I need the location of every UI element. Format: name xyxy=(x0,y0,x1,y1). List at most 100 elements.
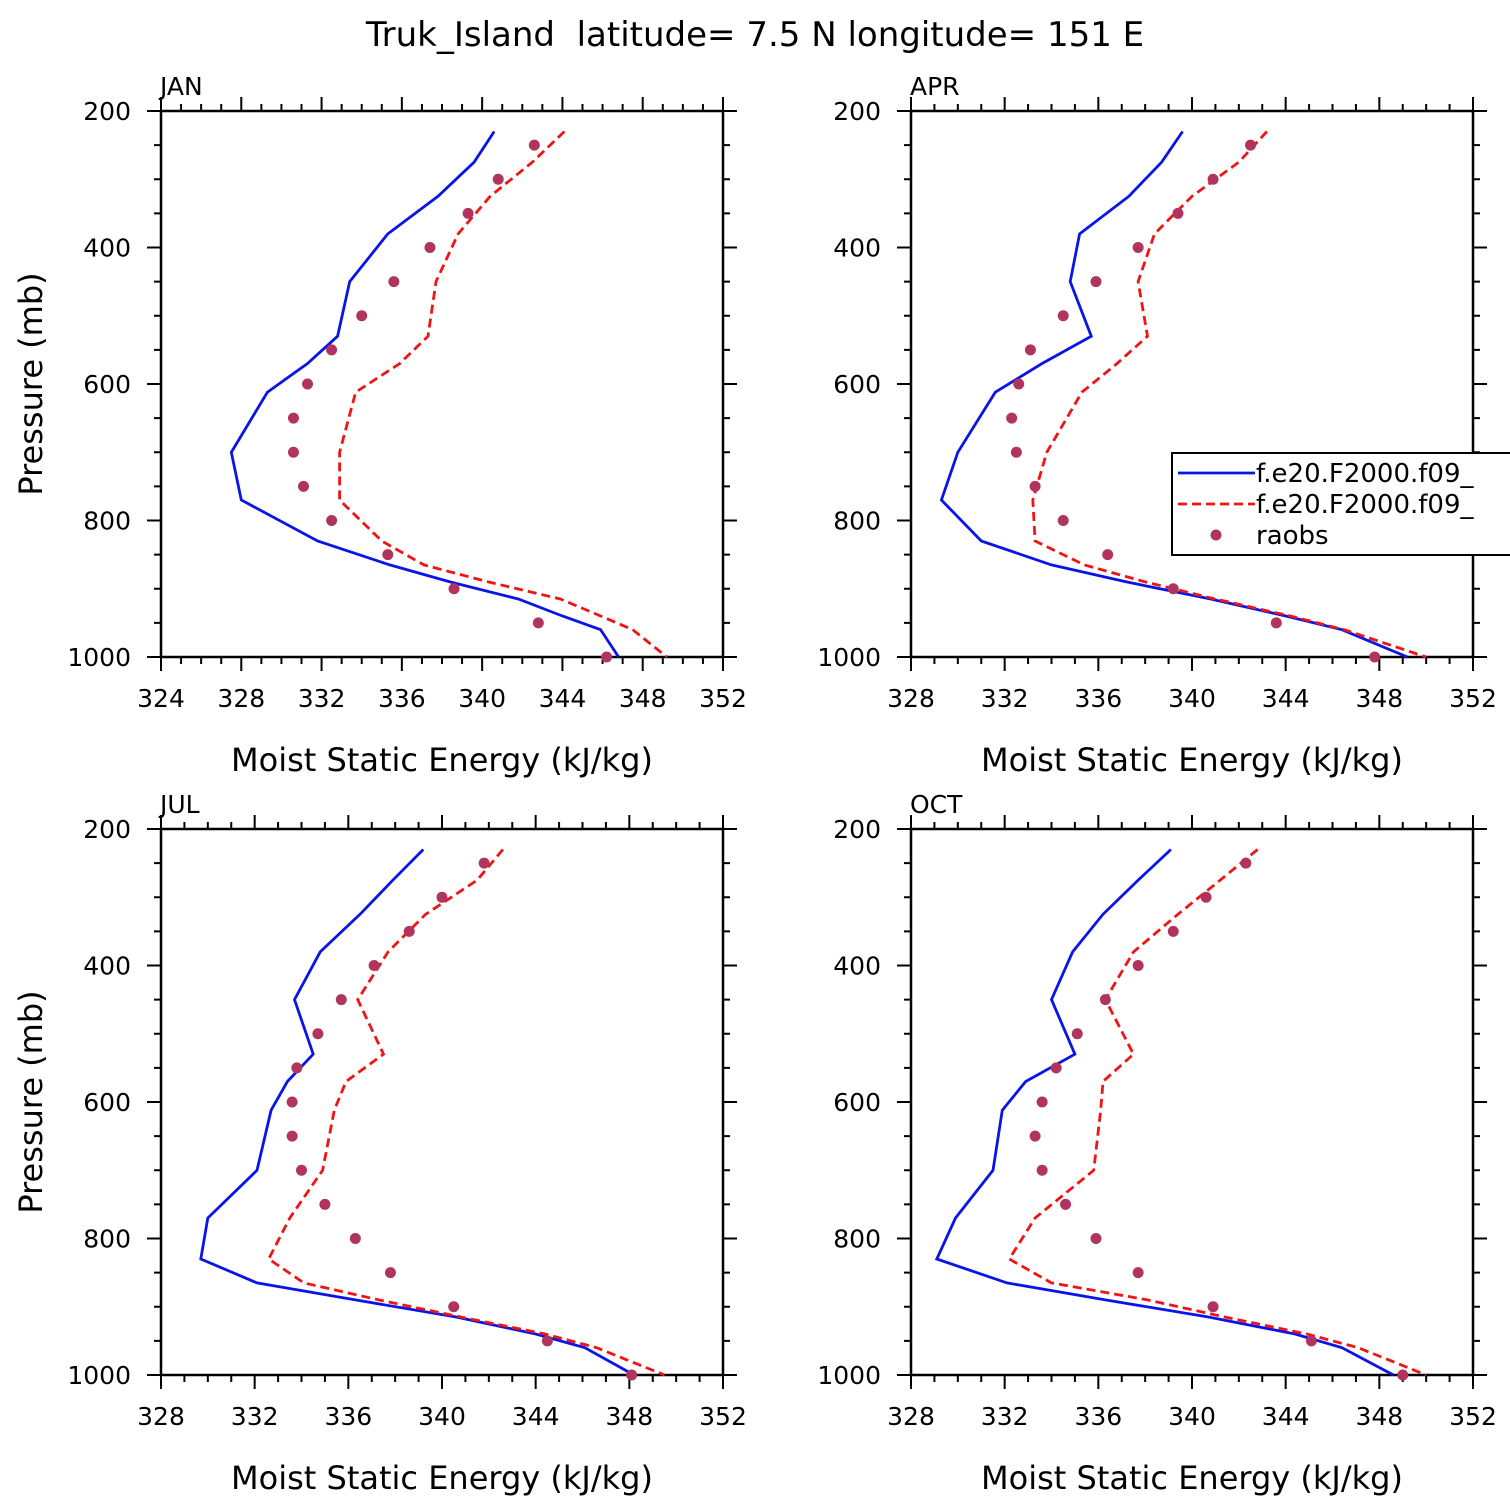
raobs-point xyxy=(1167,925,1179,937)
series-line-dashed xyxy=(1007,848,1427,1377)
raobs-point xyxy=(601,651,613,663)
x-tick-label: 344 xyxy=(1262,684,1310,713)
figure-title: Truk_Island latitude= 7.5 N longitude= 1… xyxy=(365,15,1144,55)
x-tick-label: 352 xyxy=(699,684,747,713)
raobs-point xyxy=(388,276,400,288)
y-tick-label: 200 xyxy=(83,815,131,844)
plot-frame xyxy=(909,109,1475,659)
x-tick-label: 328 xyxy=(137,1402,185,1431)
raobs-point xyxy=(1071,1028,1083,1040)
raobs-point xyxy=(296,1164,307,1176)
raobs-point xyxy=(1090,1233,1102,1244)
x-tick-label: 332 xyxy=(231,1402,279,1431)
series-line-dashed xyxy=(1031,130,1427,659)
x-tick-label: 328 xyxy=(887,1402,935,1431)
raobs-point xyxy=(1102,549,1114,561)
raobs-point xyxy=(286,1130,298,1142)
raobs-point xyxy=(1207,1301,1219,1313)
legend-label: f.e20.F2000.f09_ xyxy=(1256,490,1474,520)
plot-frame xyxy=(909,827,1475,1377)
x-tick-label: 332 xyxy=(981,1402,1029,1431)
plot-frame xyxy=(159,827,725,1377)
legend-marker xyxy=(1210,529,1222,541)
x-tick-label: 328 xyxy=(887,684,935,713)
panel-jul: 328 332 336 340 344 348 352 200 400 600 800 1000 JUL… xyxy=(12,790,747,1497)
y-tick-label: 1000 xyxy=(67,643,131,672)
raobs-point xyxy=(298,480,310,492)
panel-label: OCT xyxy=(910,790,963,819)
raobs-point xyxy=(287,446,299,458)
raobs-point xyxy=(403,925,415,937)
raobs-point xyxy=(1029,1130,1041,1142)
x-tick-label: 352 xyxy=(699,1402,747,1431)
x-tick-label: 332 xyxy=(981,684,1029,713)
raobs-point xyxy=(302,378,314,390)
raobs-point xyxy=(312,1028,324,1040)
raobs-point xyxy=(1397,1369,1409,1381)
x-tick-label: 344 xyxy=(1262,1402,1310,1431)
raobs-point xyxy=(478,857,490,869)
y-tick-label: 800 xyxy=(83,1225,131,1254)
x-tick-label: 324 xyxy=(137,684,185,713)
x-tick-label: 352 xyxy=(1449,1402,1497,1431)
raobs-point xyxy=(1057,515,1069,526)
x-tick-label: 336 xyxy=(1074,684,1122,713)
raobs-point xyxy=(424,242,436,253)
raobs-point xyxy=(1132,960,1144,971)
panel-label: JUL xyxy=(158,790,200,819)
raobs-point xyxy=(436,891,448,903)
y-tick-label: 600 xyxy=(833,370,881,399)
raobs-point xyxy=(326,515,338,526)
y-tick-label: 600 xyxy=(83,1088,131,1117)
raobs-point xyxy=(1010,446,1022,458)
raobs-point xyxy=(1024,344,1036,356)
raobs-point xyxy=(1167,583,1179,595)
y-tick-label: 1000 xyxy=(67,1361,131,1390)
raobs-point xyxy=(356,310,368,322)
raobs-point xyxy=(528,139,540,151)
raobs-point xyxy=(1013,378,1025,390)
raobs-point xyxy=(1240,857,1252,869)
panel-label: JAN xyxy=(158,72,203,101)
y-tick-label: 200 xyxy=(833,97,881,126)
y-tick-label: 800 xyxy=(833,507,881,536)
x-tick-label: 340 xyxy=(458,684,506,713)
raobs-point xyxy=(1207,173,1219,185)
raobs-point xyxy=(1006,412,1018,424)
x-tick-label: 344 xyxy=(512,1402,560,1431)
y-tick-label: 800 xyxy=(833,1225,881,1254)
x-axis-title: Moist Static Energy (kJ/kg) xyxy=(981,1459,1403,1497)
x-tick-label: 352 xyxy=(1449,684,1497,713)
y-axis-title: Pressure (mb) xyxy=(12,272,50,495)
raobs-point xyxy=(319,1198,331,1210)
x-tick-label: 336 xyxy=(378,684,426,713)
x-tick-label: 336 xyxy=(324,1402,372,1431)
raobs-point xyxy=(335,994,347,1006)
x-axis-title: Moist Static Energy (kJ/kg) xyxy=(231,1459,653,1497)
raobs-point xyxy=(626,1369,638,1381)
x-tick-label: 340 xyxy=(1168,684,1216,713)
series-line-solid xyxy=(229,130,620,658)
x-tick-label: 348 xyxy=(1355,684,1403,713)
y-tick-label: 800 xyxy=(83,507,131,536)
x-tick-label: 348 xyxy=(619,684,667,713)
y-axis-title: Pressure (mb) xyxy=(12,990,50,1213)
raobs-point xyxy=(1270,617,1282,629)
raobs-point xyxy=(1369,651,1381,663)
raobs-point xyxy=(492,173,504,185)
raobs-point xyxy=(462,207,474,219)
x-tick-label: 340 xyxy=(418,1402,466,1431)
raobs-point xyxy=(1036,1096,1048,1108)
legend-label: f.e20.F2000.f09_ xyxy=(1256,459,1474,489)
x-axis-title: Moist Static Energy (kJ/kg) xyxy=(981,741,1403,779)
y-tick-label: 200 xyxy=(83,97,131,126)
raobs-point xyxy=(1132,1267,1144,1279)
raobs-point xyxy=(448,583,460,595)
panel-label: APR xyxy=(910,72,960,101)
y-tick-label: 1000 xyxy=(817,643,881,672)
raobs-point xyxy=(291,1062,303,1074)
raobs-point xyxy=(1305,1335,1317,1347)
y-tick-label: 600 xyxy=(833,1088,881,1117)
series-line-dashed xyxy=(338,130,668,659)
x-tick-label: 340 xyxy=(1168,1402,1216,1431)
